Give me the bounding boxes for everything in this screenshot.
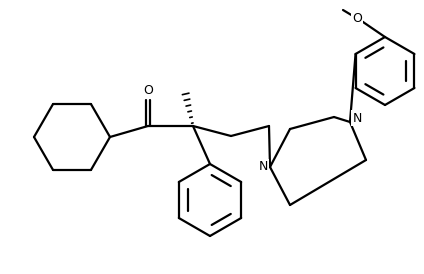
Text: O: O <box>352 13 362 25</box>
Text: N: N <box>352 112 362 124</box>
Text: N: N <box>258 161 268 173</box>
Text: O: O <box>143 84 153 98</box>
